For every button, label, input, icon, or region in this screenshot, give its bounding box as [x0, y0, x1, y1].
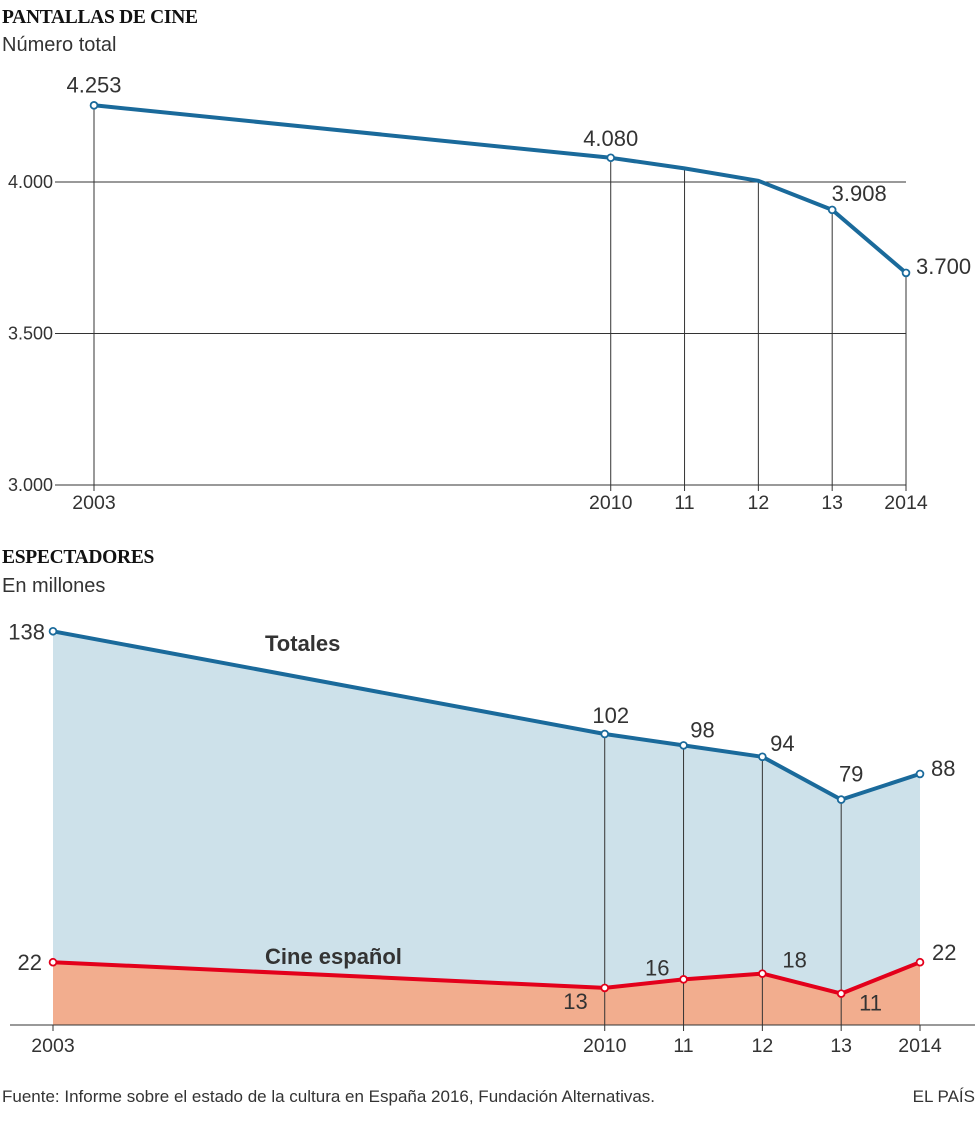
x-tick-label: 12	[752, 1035, 774, 1057]
y-tick-label: 3.500	[8, 324, 53, 344]
totales-data-point	[48, 626, 58, 636]
cine-espanol-data-point	[600, 983, 610, 993]
series-name-totales: Totales	[265, 631, 340, 656]
chart-title-espectadores: ESPECTADORES	[2, 547, 155, 568]
pantallas-data-point	[901, 268, 911, 278]
chart-subtitle-espectadores: En millones	[2, 575, 106, 597]
totales-area	[53, 631, 920, 994]
cine-espanol-data-label: 18	[782, 948, 806, 973]
totales-data-point	[600, 729, 610, 739]
cine-espanol-data-point	[48, 957, 58, 967]
totales-data-point	[915, 769, 925, 779]
cine-espanol-data-point	[915, 957, 925, 967]
source-note: Fuente: Informe sobre el estado de la cu…	[2, 1087, 656, 1106]
x-tick-label: 2003	[31, 1035, 74, 1057]
totales-data-label: 102	[592, 703, 629, 728]
pantallas-chart: 3.000 3.500 4.000 4.253 4.080 3.908 3.700 2003 2…	[8, 72, 971, 514]
pantallas-data-point	[827, 205, 837, 215]
pantallas-data-label: 4.080	[583, 126, 638, 151]
pantallas-line	[92, 103, 908, 275]
pantallas-data-point	[89, 101, 99, 110]
cine-espanol-data-point	[679, 975, 688, 984]
totales-data-label: 88	[931, 756, 955, 781]
x-tick-label: 2014	[898, 1035, 942, 1057]
y-tick-label: 4.000	[8, 172, 53, 192]
totales-line	[51, 629, 922, 802]
x-tick-label: 2003	[72, 492, 115, 514]
y-tick-label: 3.000	[8, 475, 53, 495]
totales-data-label: 98	[690, 717, 714, 742]
pantallas-data-label: 3.700	[916, 254, 971, 279]
pantallas-data-point	[606, 153, 616, 163]
brand-logo-text: EL PAÍS	[912, 1087, 975, 1106]
x-tick-label: 2014	[884, 492, 928, 514]
totales-data-point	[758, 752, 767, 762]
cine-espanol-area	[53, 962, 920, 1025]
cine-espanol-line	[51, 960, 922, 996]
x-tick-label: 11	[674, 492, 694, 514]
series-name-cine-espanol: Cine español	[265, 944, 402, 969]
totales-data-point	[679, 741, 688, 750]
x-tick-label: 12	[748, 492, 770, 514]
totales-data-label: 94	[770, 731, 794, 756]
x-tick-label: 2010	[589, 492, 633, 514]
chart-title-pantallas: PANTALLAS DE CINE	[2, 7, 198, 28]
totales-data-point	[836, 795, 846, 804]
totales-data-label: 79	[839, 762, 863, 787]
cine-espanol-data-label: 11	[859, 991, 882, 1016]
cine-espanol-data-label: 13	[563, 989, 587, 1014]
x-tick-label: 2010	[583, 1035, 627, 1057]
pantallas-data-label: 4.253	[66, 72, 121, 97]
espectadores-chart: 138 102 98 94 79 88 22 13 16 18 11 22 2003 2010 11 12 13…	[8, 619, 975, 1057]
cine-espanol-data-label: 22	[932, 940, 956, 965]
chart-subtitle-pantallas: Número total	[2, 34, 117, 56]
cine-espanol-data-label: 22	[18, 950, 42, 975]
x-tick-label: 11	[673, 1035, 693, 1057]
series-name-labels: Totales Cine español	[265, 631, 402, 969]
totales-data-label: 138	[8, 619, 45, 644]
cine-espanol-data-point	[836, 989, 846, 998]
pantallas-data-label: 3.908	[832, 181, 887, 206]
cine-espanol-data-label: 16	[645, 955, 669, 980]
x-tick-label: 13	[830, 1035, 852, 1057]
cine-espanol-data-point	[758, 969, 767, 978]
x-tick-label: 13	[821, 492, 843, 514]
